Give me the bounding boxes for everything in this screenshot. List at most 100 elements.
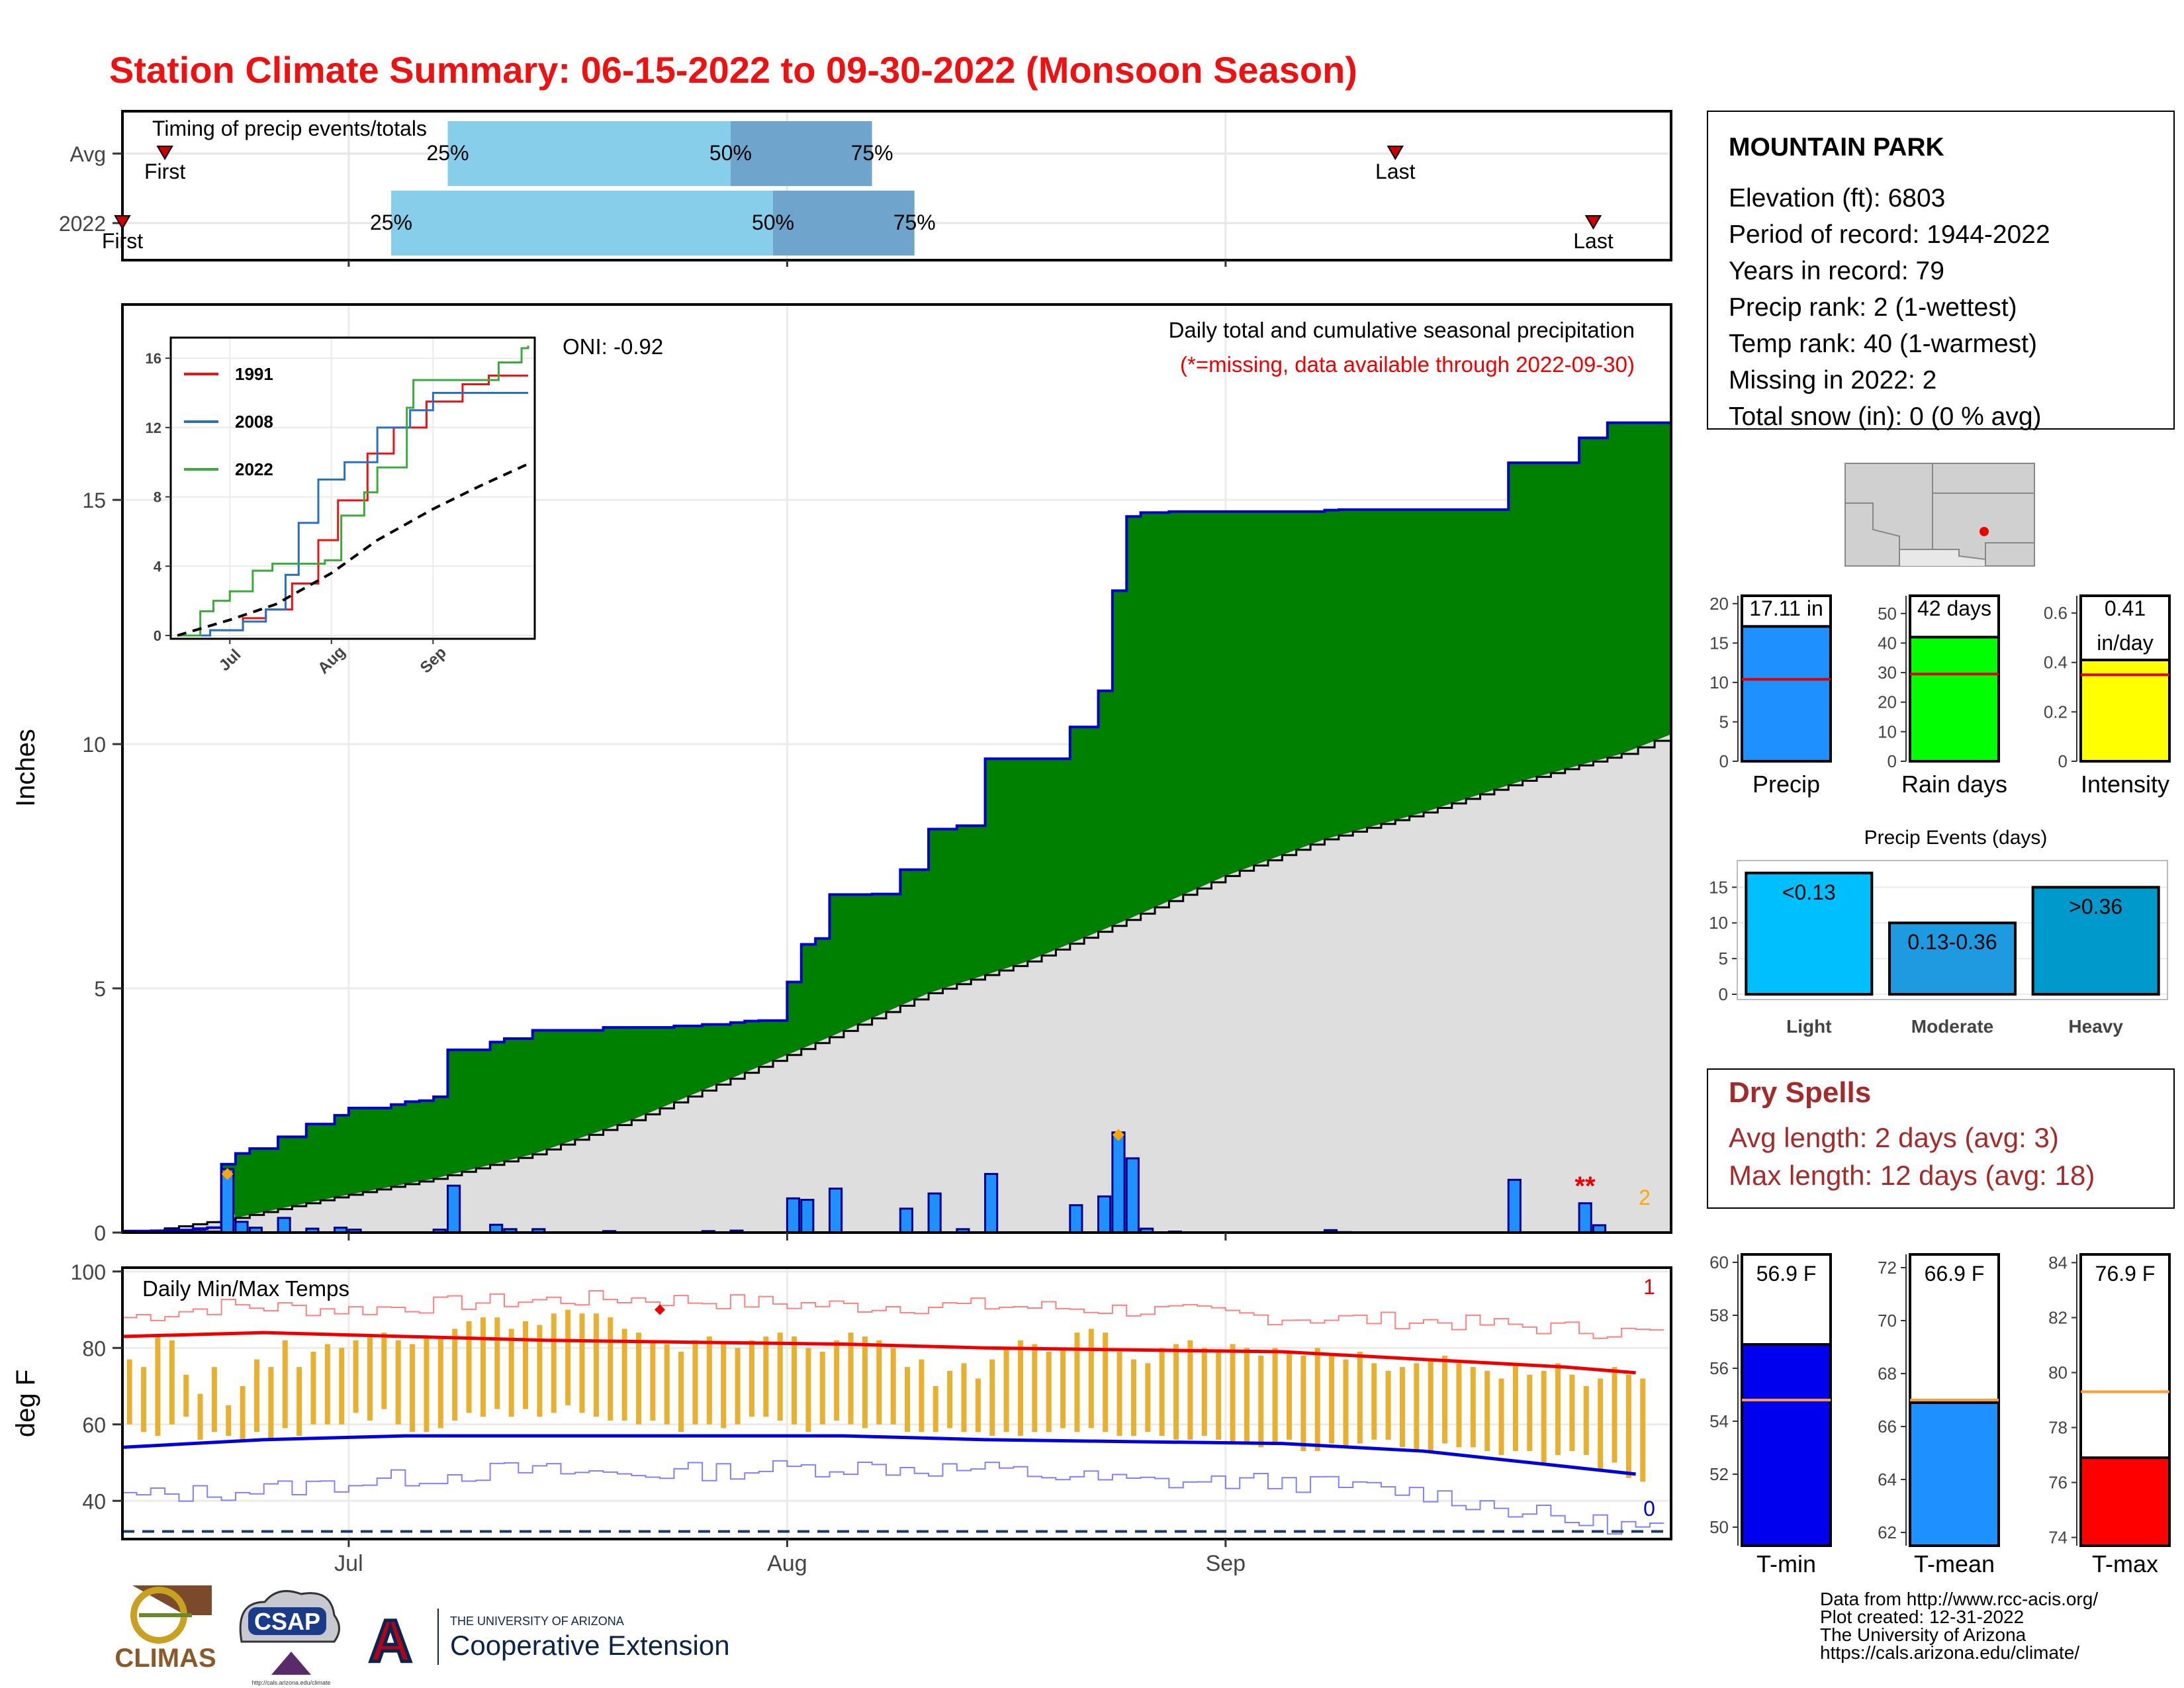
temp-hot-count: 1 [1643,1275,1655,1299]
precip-y-tick-label: 10 [82,733,106,757]
timing-marker-first [156,146,173,160]
small-chart-y-tick-label: 15 [1709,633,1729,653]
events-y-tick-label: 0 [1719,984,1728,1004]
inset-legend-label: 2008 [235,412,273,432]
small-chart-value-bar [1741,1343,1832,1547]
small-chart-y-tick-label: 74 [2048,1528,2068,1548]
dry-spells-avg: Avg length: 2 days (avg: 3) [1729,1122,2059,1153]
temp-y-tick-label: 80 [82,1336,106,1360]
small-chart-category-label: Intensity [2081,771,2169,798]
locator-map [1844,463,2035,567]
timing-label-75: 75% [893,211,936,234]
small-chart-value-label: 42 days [1917,596,1991,620]
climas-logo: CLIMAS [114,1585,216,1673]
events-y-tick-label: 10 [1709,913,1728,933]
dry-spells-box: Dry Spells Avg length: 2 days (avg: 3) M… [1707,1068,2175,1209]
timing-bar-q50-q75 [730,121,872,186]
oni-label: ONI: -0.92 [563,334,663,359]
record-daily-marker [1112,1129,1124,1141]
precip-ylabel: Inches [11,729,40,807]
daily-precip-bar [277,1217,291,1234]
small-chart-y-tick-label: 0 [1888,751,1897,771]
small-chart-value-label: 56.9 F [1756,1262,1817,1286]
temp-summary-charts: 50 52 54 56 58 60 56.9 F T-min 62 64 66 68 70 72 66.9 … [1709,1252,2171,1577]
timing-marker-last [1584,215,1602,230]
events-bar [1888,921,2017,996]
temp-y-tick-label: 100 [71,1260,106,1284]
small-chart-y-tick-label: 52 [1709,1464,1729,1484]
small-chart-y-tick-label: 10 [1878,722,1897,741]
station-temp-rank: Temp rank: 40 (1-warmest) [1729,330,2037,358]
temp-summary-chart-2: 74 76 78 80 82 84 76.9 F T-max [2048,1252,2171,1577]
small-chart-y-tick-label: 20 [1709,594,1729,614]
small-chart-value-bar [1741,625,1832,763]
cumulative-2022-line [122,415,1672,1233]
totals-chart-2: 0 0.2 0.4 0.6 0.41 in/day Intensity [2044,594,2171,798]
cumulative-surplus-area [221,415,1671,1228]
small-chart-y-tick-label: 50 [1878,604,1897,624]
inset-legend-label: 2022 [235,459,273,479]
small-chart-value-label: 17.11 in [1749,596,1823,620]
timing-marker-first [114,215,131,230]
credit-line-3: The University of Arizona [1820,1624,2026,1645]
small-chart-category-label: T-min [1756,1550,1816,1577]
precip-title: Daily total and cumulative seasonal prec… [1169,318,1635,342]
daily-precip-bar [1069,1204,1083,1234]
events-category-label: Moderate [1911,1016,1993,1037]
daily-precip-bar [1578,1202,1592,1234]
timing-row-label: 2022 [59,212,106,236]
credits: Data from http://www.rcc-acis.org/ Plot … [1820,1589,2098,1663]
small-chart-y-tick-label: 70 [1878,1311,1897,1331]
small-chart-y-tick-label: 0.6 [2044,603,2068,623]
dry-spells-max: Max length: 12 days (avg: 18) [1729,1160,2095,1191]
date-axis-label: Aug [767,1551,807,1576]
timing-label-50: 50% [709,141,752,165]
inset-series-line-1991 [177,374,528,637]
figure-title: Station Climate Summary: 06-15-2022 to 0… [109,49,1357,91]
temp-freeze-count: 0 [1643,1497,1655,1521]
csap-url: http://cals.arizona.edu/climate [251,1679,330,1686]
small-chart-y-tick-label: 56 [1709,1358,1729,1378]
timing-label-50: 50% [752,211,794,234]
record-high-line [122,1290,1664,1339]
timing-bar-q50-q75 [773,191,915,256]
daily-precip-bar [1507,1178,1522,1234]
events-bar-label: <0.13 [1782,880,1836,904]
daily-precip-bar [984,1172,999,1234]
missing-marker: ** [1574,1172,1596,1201]
events-category-label: Light [1786,1016,1831,1037]
small-chart-value-bar [1909,1401,2000,1547]
precip-y-tick-label: 15 [82,489,106,512]
small-chart-category-label: T-mean [1914,1550,1995,1577]
inset-legend-label: 1991 [235,364,273,384]
timing-bar-q25-q50 [391,191,774,256]
station-elevation: Elevation (ft): 6803 [1729,184,1945,212]
small-chart-y-tick-label: 0 [2058,751,2068,771]
inset-y-tick-label: 8 [154,489,161,506]
daily-precip-bar [800,1199,815,1234]
ua-logo: A THE UNIVERSITY OF ARIZONA Cooperative … [367,1607,730,1677]
events-bar [1745,871,1874,996]
inset-series-line-2008 [177,392,528,637]
small-chart-value-label: 66.9 F [1925,1262,1985,1286]
small-chart-y-tick-label: 30 [1878,663,1897,682]
precip-events-chart: Precip Events (days) 0 5 10 15 <0.13 Light 0.1… [1709,827,2168,1037]
average-cumulative-line [136,729,1672,1234]
small-chart-value-label: 76.9 F [2095,1262,2156,1286]
precip-panel: 0 5 10 15 Inches Daily total and cumulative… [11,303,1672,1245]
inset-y-tick-label: 0 [154,628,161,644]
inset-series-line-2022 [177,346,529,637]
events-y-tick-label: 5 [1719,949,1728,968]
small-chart-y-tick-label: 0.4 [2044,653,2068,673]
station-info-box: MOUNTAIN PARK Elevation (ft): 6803 Perio… [1707,111,2175,431]
csap-logo: CSAP http://cals.arizona.edu/climate [239,1590,340,1686]
station-period: Period of record: 1944-2022 [1729,220,2050,249]
station-precip-rank: Precip rank: 2 (1-wettest) [1729,293,2017,322]
temp-ylabel: deg F [11,1370,40,1437]
events-category-label: Heavy [2068,1016,2123,1037]
record-temp-marker [655,1304,666,1315]
totals-chart-1: 0 10 20 30 40 50 42 days Rain days [1878,594,2007,798]
small-chart-category-label: Rain days [1901,771,2007,798]
small-chart-value-label-2: in/day [2097,631,2153,655]
